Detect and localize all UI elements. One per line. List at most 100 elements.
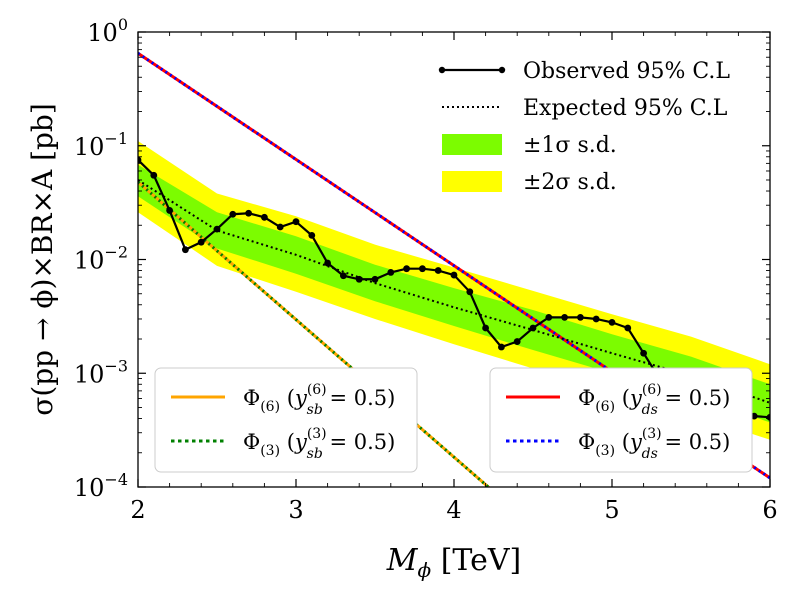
observed-point <box>640 349 647 357</box>
observed-point <box>166 207 174 214</box>
legend-phi: Φ <box>243 386 260 410</box>
observed-point <box>292 218 300 226</box>
observed-point <box>545 313 553 321</box>
legend-coupling-sub: sb <box>307 402 323 418</box>
y-tick-exponent: −3 <box>104 356 128 375</box>
y-tick-base: 10 <box>74 360 105 388</box>
observed-point <box>245 209 253 217</box>
legend-main: Observed 95% C.L Expected 95% C.L ±1σ s.d.… <box>438 59 730 195</box>
y-tick-label: 10−4 <box>74 470 128 502</box>
y-axis-label: σ(pp → ϕ)×BR×A [pb] <box>26 103 59 416</box>
y-tick-label: 10−1 <box>74 129 128 161</box>
observed-point <box>371 275 379 283</box>
legend-coupling-sup: (3) <box>307 426 327 442</box>
observed-point <box>482 324 489 332</box>
legend-coupling: y <box>294 386 308 410</box>
legend-paren: ( <box>615 430 630 454</box>
legend-phi: Φ <box>578 430 595 454</box>
y-tick-base: 10 <box>74 133 105 161</box>
legend-coupling-sub: ds <box>642 402 658 418</box>
x-axis-label-sub: ϕ <box>418 558 432 582</box>
theory-line-1 <box>138 180 491 487</box>
observed-point <box>261 213 268 221</box>
y-tick-exponent: −4 <box>104 470 128 489</box>
observed-point <box>577 313 584 321</box>
observed-point <box>466 288 474 296</box>
uncertainty-bands <box>138 141 770 440</box>
legend-coupling: y <box>629 386 643 410</box>
x-tick-label: 2 <box>130 496 145 524</box>
observed-point <box>138 156 142 164</box>
legend-phi: Φ <box>578 386 595 410</box>
legend-coupling: y <box>629 430 643 454</box>
legend-coupling-sup: (3) <box>642 426 662 442</box>
observed-point <box>150 171 158 179</box>
legend-main-label: ±1σ s.d. <box>523 133 617 158</box>
legend-coupling-sup: (6) <box>307 382 327 398</box>
legend-main-marker <box>498 66 506 74</box>
observed-point <box>276 223 284 231</box>
observed-point <box>766 413 770 421</box>
x-axis-label-var: M <box>386 543 419 578</box>
legend-ds-label: Φ(6) (y(6) ds = 0.5) <box>578 382 730 418</box>
legend-coupling-sup: (6) <box>642 382 662 398</box>
observed-point <box>498 343 505 351</box>
legend-paren: ( <box>280 430 295 454</box>
legend-main-handle-band <box>442 171 502 192</box>
legend-phi-sub: (3) <box>260 443 280 459</box>
legend-main-label: ±2σ s.d. <box>523 170 617 195</box>
legend-ds-box <box>489 367 753 473</box>
legend-phi-sub: (6) <box>595 399 615 415</box>
x-axis-label-unit: [TeV] <box>431 543 521 578</box>
observed-point <box>434 267 442 274</box>
theory-line-3 <box>138 52 770 480</box>
legend-main-marker <box>438 66 446 74</box>
legend-phi-sub: (6) <box>260 399 280 415</box>
legend-paren: ( <box>280 386 295 410</box>
observed-point <box>324 259 331 267</box>
legend-value: = 0.5) <box>323 430 396 454</box>
y-tick-label: 100 <box>87 15 128 47</box>
x-tick-label: 6 <box>762 496 777 524</box>
legends: Observed 95% C.L Expected 95% C.L ±1σ s.d.… <box>154 59 753 473</box>
x-tick-label: 3 <box>288 496 303 524</box>
legend-sb-label: Φ(3) (y(3) sb = 0.5) <box>243 426 395 462</box>
observed-point <box>513 338 521 345</box>
legend-phi: Φ <box>243 430 260 454</box>
legend-coupling-sub: sb <box>307 446 323 462</box>
legend-main-label: Expected 95% C.L <box>523 96 728 121</box>
y-tick-base: 10 <box>87 19 118 47</box>
observed-point <box>403 265 410 273</box>
y-tick-exponent: −2 <box>104 243 128 262</box>
legend-phi-sub: (3) <box>595 443 615 459</box>
legend-main-label: Observed 95% C.L <box>523 59 730 84</box>
observed-point <box>450 271 458 279</box>
observed-point <box>561 313 568 321</box>
y-tick-label: 10−2 <box>74 243 128 275</box>
expected-line <box>138 179 770 404</box>
observed-point <box>197 238 205 246</box>
legend-sb-label: Φ(6) (y(6) sb = 0.5) <box>243 382 395 418</box>
observed-point <box>624 324 632 332</box>
legend-main-handle-band <box>442 134 502 155</box>
observed-point <box>229 210 237 218</box>
legend-value: = 0.5) <box>658 386 731 410</box>
observed-point <box>608 318 616 326</box>
legend-sb: Φ(6) (y(6) sb = 0.5)Φ(3) (y(3) sb = 0.5) <box>154 367 418 473</box>
observed-point <box>592 315 600 323</box>
observed-point <box>182 246 189 254</box>
x-tick-label: 4 <box>446 496 461 524</box>
observed-point <box>213 225 221 233</box>
legend-sb-box <box>154 367 418 473</box>
observed-point <box>529 324 537 332</box>
observed-point <box>387 269 395 276</box>
legend-value: = 0.5) <box>323 386 396 410</box>
observed-point <box>340 272 347 280</box>
legend-ds-label: Φ(3) (y(3) ds = 0.5) <box>578 426 730 462</box>
x-axis-label: Mϕ [TeV] <box>386 543 521 582</box>
legend-ds: Φ(6) (y(6) ds = 0.5)Φ(3) (y(3) ds = 0.5) <box>489 367 753 473</box>
y-tick-exponent: 0 <box>118 15 128 34</box>
observed-point <box>419 265 426 273</box>
